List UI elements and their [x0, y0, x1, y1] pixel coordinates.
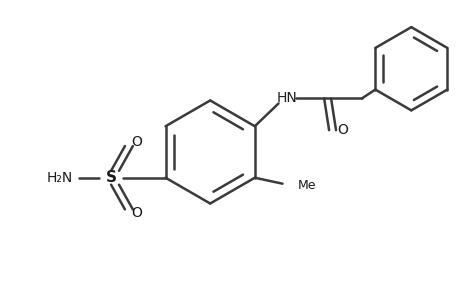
Text: O: O: [131, 206, 142, 220]
Text: O: O: [337, 123, 347, 137]
Text: HN: HN: [275, 92, 296, 106]
Text: S: S: [106, 170, 116, 185]
Text: Me: Me: [297, 179, 315, 192]
Text: O: O: [131, 135, 142, 149]
Text: H₂N: H₂N: [46, 171, 73, 185]
